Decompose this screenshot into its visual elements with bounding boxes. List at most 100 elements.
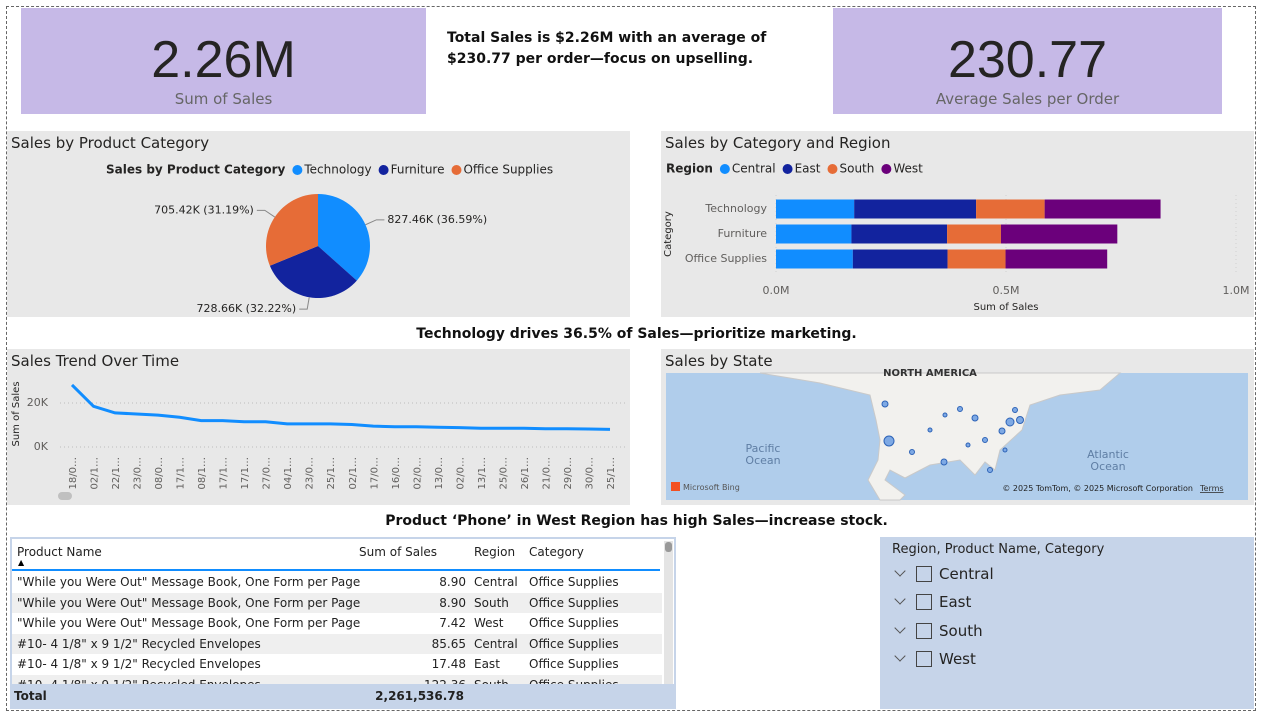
kpi-card: 2.26M Sum of Sales	[21, 8, 426, 114]
x-tick-label: 02/1…	[348, 457, 359, 489]
y-tick-label: Office Supplies	[685, 252, 767, 265]
x-tick-label: 13/0…	[434, 457, 445, 489]
kpi-value: 2.26M	[151, 31, 296, 89]
x-tick-label: 23/0…	[305, 457, 316, 489]
expand-chevron	[894, 621, 906, 634]
data-label: 827.46K (36.59%)	[387, 213, 487, 226]
bar-segment	[1000, 224, 1118, 244]
x-tick-label: 25/0…	[498, 457, 509, 489]
expand-chevron	[894, 650, 906, 662]
column-header[interactable]: Product Name	[17, 545, 102, 559]
legend-label: Furniture	[391, 163, 445, 177]
slicer-item[interactable]: East	[880, 593, 1080, 615]
legend-label: West	[893, 162, 923, 176]
pie-slice	[269, 246, 357, 299]
x-tick-label: 18/0…	[68, 457, 79, 489]
slicer: Region, Product Name, Category Central Ea…	[880, 537, 1254, 709]
scrollbar	[664, 541, 673, 706]
kpi-label: Average Sales per Order	[935, 90, 1120, 108]
sort-arrow: ▲	[18, 558, 25, 567]
x-tick-label: 17/0…	[369, 457, 380, 489]
summary-text: Total Sales is $2.26M with an average of…	[447, 30, 767, 67]
x-tick-label: 23/0…	[133, 457, 144, 489]
column-header[interactable]: Sum of Sales	[359, 545, 438, 559]
x-axis-label: Sum of Sales	[973, 302, 1038, 313]
checkbox[interactable]	[916, 650, 932, 667]
table-row: "While you Were Out" Message Book, One F…	[12, 592, 662, 613]
bar-segment	[776, 224, 852, 244]
legend-marker	[827, 164, 838, 174]
bar-segment	[776, 199, 855, 219]
table-cell: Office Supplies	[529, 616, 619, 630]
bar-segment	[852, 249, 948, 269]
x-tick-label: 29/0…	[563, 457, 574, 489]
table-cell: #10- 4 1/8" x 9 1/2" Recycled Envelopes	[17, 657, 261, 671]
x-tick-label: 08/0…	[154, 457, 165, 489]
x-tick-label: 16/0…	[391, 457, 402, 489]
y-axis-label: Category	[663, 211, 674, 257]
table-cell: Office Supplies	[529, 595, 619, 610]
legend-marker	[782, 164, 793, 174]
x-tick-label: 25/1…	[326, 457, 337, 489]
bar-segment	[1005, 249, 1108, 269]
legend-marker	[292, 165, 303, 175]
map-copyright: © 2025 TomTom, © 2025 Microsoft Corporat…	[1002, 484, 1193, 493]
expand-chevron	[894, 565, 906, 577]
leader-line	[256, 209, 276, 218]
x-tick-label: 26/1…	[520, 457, 531, 489]
bar-segment	[1044, 199, 1161, 219]
checkbox[interactable]	[916, 566, 932, 582]
legend-marker	[881, 164, 892, 174]
trend-line	[70, 383, 611, 431]
insight-text: Product ‘Phone’ in West Region has high …	[385, 513, 888, 529]
legend-marker	[719, 164, 730, 174]
checkbox[interactable]	[916, 622, 932, 639]
table-cell: 2,261,536.78	[375, 689, 464, 703]
visual-title: Sales by State	[665, 352, 773, 370]
table-header: Product Name Sum of Sales Region Category	[12, 542, 660, 571]
x-tick-label: 02/0…	[455, 457, 466, 489]
checkbox[interactable]	[916, 594, 932, 611]
visual-title: Sales Trend Over Time	[11, 352, 180, 370]
x-tick-label: 25/1…	[606, 457, 617, 489]
table-row: "While you Were Out" Message Book, One F…	[12, 613, 662, 633]
table-cell: Central	[474, 636, 518, 651]
column-header[interactable]: Region	[474, 545, 516, 559]
legend-label: South	[839, 162, 874, 176]
y-tick-label: Technology	[704, 202, 767, 215]
x-tick-label: 1.0M	[1223, 284, 1250, 297]
slicer-item[interactable]: South	[880, 622, 1080, 644]
x-tick-label: 17/1…	[219, 457, 230, 489]
table-cell: West	[474, 616, 504, 630]
slicer-item[interactable]: West	[880, 650, 1080, 672]
legend-marker	[378, 165, 389, 175]
slicer-label: East	[939, 593, 972, 612]
table-cell: East	[474, 657, 500, 671]
y-tick-label: Furniture	[718, 227, 768, 240]
x-tick-label: 02/1…	[90, 457, 101, 489]
legend-label: Central	[732, 162, 776, 176]
scroll-handle	[58, 492, 72, 500]
x-tick-label: 02/0…	[412, 457, 423, 489]
bar-segment	[851, 224, 948, 244]
column-header[interactable]: Category	[529, 545, 584, 559]
y-tick-label: 20K	[27, 396, 49, 409]
y-tick-label: 0K	[34, 440, 49, 453]
table-row: #10- 4 1/8" x 9 1/2" Recycled Envelopes 1…	[12, 654, 662, 674]
x-tick-label: 21/0…	[541, 457, 552, 489]
slicer-item[interactable]: Central	[880, 565, 1080, 587]
table-cell: 17.48	[431, 657, 466, 671]
expand-chevron	[894, 593, 906, 605]
kpi-label: Sum of Sales	[174, 90, 273, 108]
table-cell: "While you Were Out" Message Book, One F…	[17, 595, 361, 610]
x-tick-label: 30/0…	[584, 457, 595, 489]
table-cell: 85.65	[431, 636, 466, 651]
map-provider: Microsoft Bing	[683, 483, 740, 492]
total-row: Total 2,261,536.78	[12, 684, 674, 707]
table-cell: South	[474, 595, 509, 610]
bar-segment	[776, 249, 853, 269]
map-land	[759, 372, 1122, 501]
table-cell: 8.90	[439, 575, 466, 589]
x-tick-label: 08/1…	[197, 457, 208, 489]
